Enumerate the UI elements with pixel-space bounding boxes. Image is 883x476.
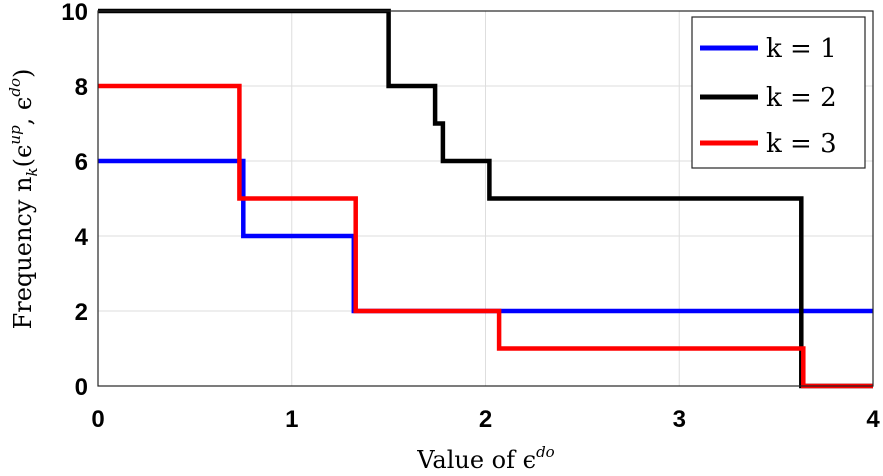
y-tick-label: 8 [75, 74, 88, 101]
y-tick-labels: 0 2 4 6 8 10 [61, 0, 88, 401]
x-tick-label: 1 [285, 406, 298, 433]
x-tick-labels: 0 1 2 3 4 [91, 406, 880, 433]
legend-label-k2: k = 2 [766, 83, 837, 113]
x-tick-label: 2 [479, 406, 492, 433]
x-axis-label: Value of ϵdo [416, 443, 554, 474]
y-axis-label: Frequency nk(ϵup, ϵdo) [6, 69, 41, 330]
plot-area-border [97, 10, 874, 387]
y-tick-label: 6 [75, 149, 88, 176]
legend: k = 1 k = 2 k = 3 [691, 16, 866, 169]
y-tick-label: 0 [75, 374, 88, 401]
y-tick-label: 10 [61, 0, 88, 26]
y-tick-label: 2 [75, 299, 88, 326]
legend-label-k3: k = 3 [766, 129, 837, 159]
y-tick-label: 4 [75, 224, 89, 251]
series-layer [98, 8, 873, 389]
legend-label-k1: k = 1 [766, 34, 837, 64]
series-line-k2 [98, 8, 873, 389]
x-tick-label: 0 [91, 406, 104, 433]
x-tick-label: 4 [866, 406, 880, 433]
series-line-k3 [98, 83, 873, 389]
x-tick-label: 3 [673, 406, 686, 433]
